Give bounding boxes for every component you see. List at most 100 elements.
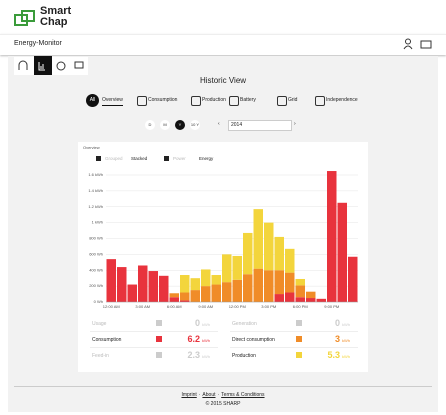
tab-icon[interactable] <box>137 96 147 106</box>
bar-segment <box>348 256 358 302</box>
summary-value: 2.3 <box>187 350 200 360</box>
x-tick-label: 9:00 AM <box>198 304 213 309</box>
period-button[interactable]: D <box>145 120 155 130</box>
y-tick-label: 1.2 kWh <box>88 204 103 209</box>
bar-segment <box>274 270 284 295</box>
footer-link[interactable]: Terms & Conditions <box>221 392 265 398</box>
footer-link[interactable]: Imprint <box>181 392 197 398</box>
option-icon[interactable] <box>164 156 169 161</box>
tab[interactable]: Consumption <box>148 97 178 103</box>
bar-segment <box>264 222 274 271</box>
bar-segment <box>106 259 116 302</box>
tab-icon[interactable] <box>315 96 325 106</box>
summary-swatch <box>296 320 302 326</box>
option-inactive[interactable]: Grouped <box>105 156 123 161</box>
bar-segment <box>316 298 326 302</box>
summary-swatch <box>296 352 302 358</box>
bar-segment <box>138 265 148 302</box>
date: 2014 <box>231 122 243 128</box>
x-tick-label: 6:00 AM <box>167 304 182 309</box>
x-tick-label: 3:00 PM <box>261 304 276 309</box>
all-badge[interactable]: All <box>86 94 99 107</box>
summary-unit: kWh <box>342 322 350 327</box>
x-tick-label: 12:00 PM <box>229 304 246 309</box>
arrow-right[interactable]: › <box>294 121 296 127</box>
summary-value: 6.2 <box>187 334 200 344</box>
bar-segment <box>285 292 295 302</box>
bar-segment <box>127 284 137 302</box>
tab[interactable]: Battery <box>240 97 256 103</box>
period-button[interactable]: 10 Y <box>190 120 200 130</box>
summary-unit: kWh <box>202 322 210 327</box>
separator: · <box>217 392 220 398</box>
x-tick-label: 12:00 AM <box>103 304 120 309</box>
option-active[interactable]: Energy <box>199 156 214 161</box>
tab-icon[interactable] <box>277 96 287 106</box>
summary-value: 0 <box>194 318 200 328</box>
bar-segment <box>264 270 274 302</box>
tab[interactable]: Grid <box>288 97 298 103</box>
tab[interactable]: Production <box>202 97 226 103</box>
bar-segment <box>201 269 211 287</box>
bar-segment <box>180 300 190 302</box>
option-inactive[interactable]: Power <box>173 156 186 161</box>
bar-segment <box>222 282 232 302</box>
bar-segment <box>243 232 253 275</box>
summary-divider <box>230 347 358 348</box>
bar-segment <box>243 274 253 302</box>
tab[interactable]: Overview <box>102 97 123 106</box>
summary-label: Usage <box>92 321 107 327</box>
bar-segment <box>295 297 305 302</box>
tab-icon[interactable] <box>229 96 239 106</box>
summary-unit: kWh <box>202 354 210 359</box>
period-button[interactable]: Y <box>175 120 185 130</box>
bar-segment <box>169 293 179 298</box>
y-tick-label: 1.4 kWh <box>88 188 103 193</box>
option-icon[interactable] <box>96 156 101 161</box>
bar-segment <box>306 298 316 302</box>
icons <box>18 60 84 71</box>
bar-segment <box>337 202 347 302</box>
bar-segment <box>117 267 127 302</box>
app-bar <box>0 34 446 55</box>
summary-value: 5.3 <box>327 350 340 360</box>
bar-segment <box>295 285 305 298</box>
bar-segment <box>211 275 221 285</box>
tab[interactable]: Independence <box>326 97 358 103</box>
x-tick-label: 3:00 AM <box>135 304 150 309</box>
y-tick-label: 0 Wh <box>94 299 103 304</box>
bar-segment <box>274 294 284 302</box>
copyright: © 2015 SHARP <box>205 401 241 407</box>
arrow-left[interactable]: ‹ <box>218 121 220 127</box>
brand-line: Smart <box>40 5 72 17</box>
y-tick-label: 1.6 kWh <box>88 172 103 177</box>
tab-icon[interactable] <box>191 96 201 106</box>
bar-segment <box>253 268 263 302</box>
bar-segment <box>285 272 295 293</box>
summary-swatch <box>296 336 302 342</box>
period-button[interactable]: M <box>160 120 170 130</box>
summary-swatch <box>156 320 162 326</box>
app-name: Energy-Monitor <box>14 40 62 47</box>
tabs: All Overview Consumption Production Battery G… <box>84 93 374 109</box>
date-picker[interactable]: ‹ 2014 › <box>216 120 302 131</box>
option-active[interactable]: Stacked <box>131 156 148 161</box>
summary: Usage 0 kWh Generation 0 kWh Consumption 6.2 kWh… <box>78 315 368 365</box>
bar-segment <box>201 286 211 302</box>
footer-link[interactable]: About <box>202 392 216 398</box>
y-tick-label: 200 Wh <box>89 283 103 288</box>
bar-segment <box>253 209 263 269</box>
card-title: Overview <box>83 145 100 150</box>
bar-segment <box>222 254 232 283</box>
bar-segment <box>148 271 158 302</box>
bar-segment <box>295 278 305 286</box>
bar-segment <box>169 297 179 302</box>
brand: Smart Chap <box>40 6 71 28</box>
x-tick-label: 9:00 PM <box>324 304 339 309</box>
bar-segment <box>306 291 316 299</box>
summary-unit: kWh <box>202 338 210 343</box>
bar-segment <box>285 248 295 273</box>
date-field[interactable] <box>228 120 292 131</box>
header-icons[interactable] <box>403 38 433 50</box>
